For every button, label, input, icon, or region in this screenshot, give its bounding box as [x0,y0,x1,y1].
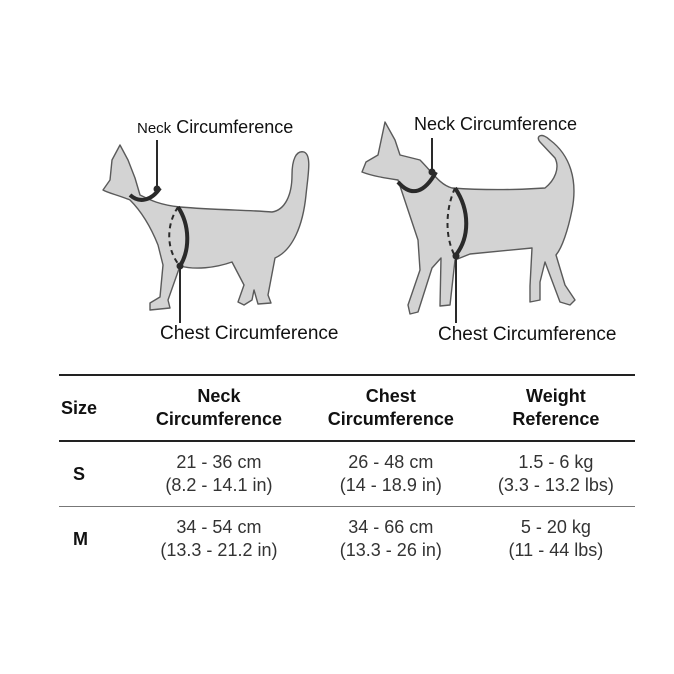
size-cell: M [73,528,88,549]
weight-lbs: (11 - 44 lbs) [508,540,604,560]
size-table: Size Neck Circumference Chest Circumfere… [59,374,635,571]
header-chest: Chest Circumference [305,375,477,441]
header-weight-line1: Weight [526,386,586,406]
dog-chest-label: Chest Circumference [438,324,617,345]
weight-cell: 5 - 20 kg (11 - 44 lbs) [477,507,635,572]
header-chest-line1: Chest [365,386,416,406]
table-row: M 34 - 54 cm (13.3 - 21.2 in) 34 - 66 cm… [59,507,635,572]
neck-in: (13.3 - 21.2 in) [160,540,278,560]
weight-lbs: (3.3 - 13.2 lbs) [497,475,614,495]
neck-cell: 34 - 54 cm (13.3 - 21.2 in) [133,507,305,572]
neck-cm: 34 - 54 cm [176,517,262,537]
neck-in: (8.2 - 14.1 in) [165,475,273,495]
header-neck-line1: Neck [197,386,241,406]
header-weight-line2: Reference [512,409,600,429]
cat-neck-label: Neck Circumference [137,117,293,138]
header-size: Size [61,397,98,418]
weight-cell: 1.5 - 6 kg (3.3 - 13.2 lbs) [477,441,635,507]
size-cell: S [73,463,86,484]
chest-cell: 34 - 66 cm (13.3 - 26 in) [305,507,477,572]
neck-cm: 21 - 36 cm [176,452,262,472]
chest-in: (14 - 18.9 in) [339,475,442,495]
neck-cell: 21 - 36 cm (8.2 - 14.1 in) [133,441,305,507]
cat-silhouette [102,140,310,323]
header-neck-line2: Circumference [155,409,282,429]
header-weight: Weight Reference [477,375,635,441]
measurement-diagram [102,121,576,323]
chest-cm: 26 - 48 cm [348,452,434,472]
cat-chest-label: Chest Circumference [160,323,339,344]
table-row: S 21 - 36 cm (8.2 - 14.1 in) 26 - 48 cm … [59,441,635,507]
chest-cm: 34 - 66 cm [348,517,434,537]
header-neck: Neck Circumference [133,375,305,441]
weight-kg: 1.5 - 6 kg [518,452,594,472]
chest-cell: 26 - 48 cm (14 - 18.9 in) [305,441,477,507]
dog-neck-label: Neck Circumference [414,114,578,134]
cat-neck-label-rest: Circumference [171,117,294,137]
weight-kg: 5 - 20 kg [520,517,591,537]
table-header-row: Size Neck Circumference Chest Circumfere… [59,375,635,441]
dog-silhouette [361,121,576,323]
chest-in: (13.3 - 26 in) [339,540,442,560]
header-chest-line2: Circumference [327,409,454,429]
cat-neck-label-prefix: Neck [137,120,172,137]
